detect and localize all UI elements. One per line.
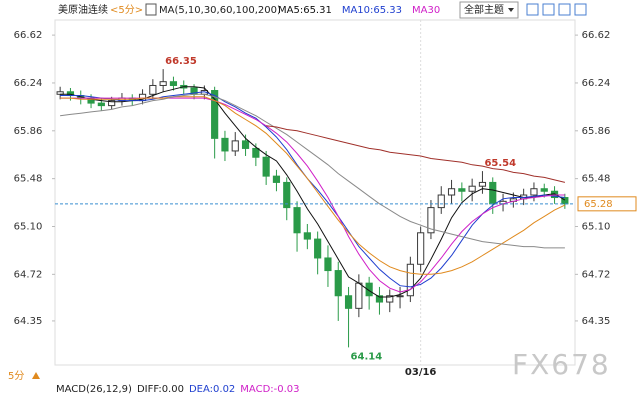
- legend-item: MA30: [412, 5, 440, 16]
- candle-body: [489, 181, 497, 205]
- candle-body: [427, 207, 435, 234]
- ma-icon[interactable]: [145, 3, 157, 16]
- period[interactable]: <5分>: [110, 4, 143, 16]
- candle-body: [540, 188, 548, 192]
- candle-body: [314, 238, 322, 259]
- toolbar: [526, 3, 587, 16]
- y2-tick-label: 64.35: [582, 316, 611, 327]
- candle-body: [293, 207, 301, 234]
- y-tick-label: 65.86: [14, 126, 43, 137]
- candle-body: [365, 282, 373, 297]
- tool-icon[interactable]: [526, 3, 539, 16]
- candle-body: [375, 295, 384, 303]
- candle-body: [324, 257, 332, 272]
- y-tick-label: 65.48: [14, 174, 43, 185]
- candle-body: [97, 102, 105, 107]
- candle-body: [272, 175, 281, 183]
- y2-tick-label: 66.62: [582, 30, 611, 41]
- last-price-box: [577, 196, 637, 212]
- candle-body: [241, 140, 250, 149]
- candle-body: [437, 194, 445, 209]
- candle-body: [169, 81, 178, 86]
- candle-body: [396, 295, 404, 298]
- last-price-label: 65.28: [584, 199, 613, 210]
- watermark: FX678: [512, 348, 611, 381]
- candle-body: [108, 100, 116, 107]
- candle-body: [344, 295, 353, 309]
- candle-body: [386, 295, 394, 303]
- candle-body: [417, 232, 425, 265]
- candle-body: [458, 188, 466, 192]
- extreme-label: 66.35: [165, 56, 197, 67]
- indicator-item: MACD(26,12,9): [56, 384, 132, 395]
- tool-icon[interactable]: [542, 3, 555, 16]
- ma-label: MA(5,10,30,60,100,200): [159, 5, 281, 16]
- candle-body: [530, 188, 538, 196]
- period-arrow[interactable]: [32, 372, 40, 379]
- ma-line: [60, 86, 566, 298]
- theme-button[interactable]: [459, 1, 519, 19]
- ma-line: [60, 96, 566, 275]
- y-tick-label: 65.10: [14, 221, 43, 232]
- theme-button-label[interactable]: 全部主题: [464, 3, 504, 16]
- extreme-label: 65.54: [484, 158, 516, 169]
- candle-body: [303, 232, 311, 240]
- extreme-label: 64.14: [351, 351, 383, 362]
- tool-icon[interactable]: [574, 3, 587, 16]
- candle-body: [149, 84, 157, 95]
- candle-body: [478, 181, 487, 187]
- tool-icon[interactable]: [558, 3, 571, 16]
- legend-item: MA10:65.33: [342, 5, 402, 16]
- indicator-item: MACD:-0.03: [240, 384, 299, 395]
- y-tick-label: 66.62: [14, 30, 43, 41]
- legend-item: MA5:65.31: [278, 5, 332, 16]
- y2-tick-label: 65.86: [582, 126, 611, 137]
- x-tick-label: 03/16: [405, 367, 437, 378]
- candle-body: [468, 185, 476, 192]
- indicator-item: DIFF:0.00: [137, 384, 184, 395]
- candle-body: [355, 282, 363, 309]
- chart-title: 美原油连续: [58, 3, 108, 16]
- candle-body: [447, 188, 456, 196]
- candle-body: [334, 270, 342, 297]
- dropdown-arrow: [508, 8, 514, 12]
- candle-body: [231, 140, 239, 152]
- indicator-item: DEA:0.02: [189, 384, 235, 395]
- y-tick-label: 64.35: [14, 316, 43, 327]
- ma-line: [60, 93, 565, 249]
- y2-tick-label: 66.24: [582, 78, 611, 89]
- plot-frame: [54, 19, 576, 366]
- candle-body: [211, 90, 219, 139]
- candle-body: [221, 137, 229, 152]
- candle-body: [262, 156, 270, 177]
- y-tick-label: 66.24: [14, 78, 43, 89]
- candle-body: [159, 81, 167, 86]
- candle-body: [406, 263, 414, 297]
- ma-line: [266, 125, 566, 183]
- candle-body: [283, 181, 291, 209]
- y2-tick-label: 65.48: [582, 174, 611, 185]
- candle-body: [252, 147, 260, 158]
- y2-tick-label: 64.72: [582, 269, 611, 280]
- y2-tick-label: 65.10: [582, 221, 611, 232]
- bottom-period[interactable]: 5分: [8, 370, 24, 382]
- y-tick-label: 64.72: [14, 269, 43, 280]
